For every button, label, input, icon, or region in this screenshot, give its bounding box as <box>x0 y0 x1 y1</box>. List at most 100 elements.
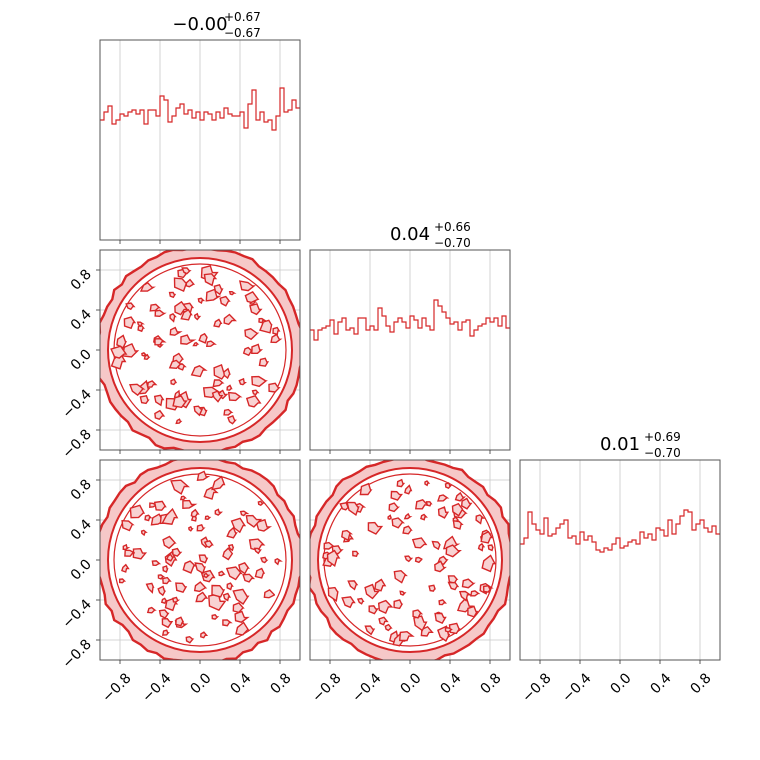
title-plus: +0.67 <box>224 10 261 24</box>
contour-blob <box>203 273 218 287</box>
contour-blob <box>445 544 462 558</box>
contour-blob <box>477 542 486 552</box>
contour-blob <box>116 334 127 349</box>
contour-blob <box>412 609 424 619</box>
contour-blob <box>352 550 360 557</box>
contour-blob <box>214 508 224 516</box>
contour-blob <box>190 515 197 522</box>
contour-blob <box>378 616 389 626</box>
contour-blob <box>173 277 188 293</box>
contour-blob <box>226 582 234 591</box>
histogram-line <box>520 509 720 553</box>
contour-blob <box>437 506 450 519</box>
contour-blob <box>434 612 447 624</box>
contour-blob <box>203 572 211 579</box>
contour-blob <box>168 359 183 370</box>
contour-blob <box>205 340 217 348</box>
contour-blob <box>169 313 177 323</box>
contour-blob <box>487 544 494 552</box>
contour-blob <box>137 324 145 333</box>
contour-blob <box>218 570 226 577</box>
x-tick-label: −0.8 <box>519 670 554 705</box>
contour-blob <box>367 521 384 535</box>
contour-blob <box>188 525 194 532</box>
contour-blob <box>154 337 167 346</box>
contour-blob <box>374 578 387 592</box>
title-value: 0.04 <box>390 224 430 245</box>
contour-blob <box>162 535 177 550</box>
contour-blob <box>384 623 393 632</box>
contour-blob <box>242 346 253 357</box>
contour-blob <box>200 631 209 639</box>
contour-blob <box>198 332 208 344</box>
contour-blob <box>153 500 167 511</box>
contour-blob <box>193 581 208 593</box>
x-tick-label: 0.4 <box>648 670 675 697</box>
contour-blob <box>258 317 268 324</box>
contour-blob <box>482 585 492 593</box>
contour-blob <box>238 562 250 575</box>
y-tick-label: 0.4 <box>68 306 95 333</box>
contour-blob <box>251 343 264 354</box>
contour-blob <box>121 519 135 532</box>
title-plus: +0.69 <box>644 430 681 444</box>
contour-blob <box>444 482 453 490</box>
contour-blob <box>470 590 481 597</box>
y-tick-label: 0.4 <box>68 516 95 543</box>
contour-blob <box>169 326 183 336</box>
histogram-line <box>100 87 300 131</box>
contour-blob <box>151 560 162 567</box>
contour-blob <box>228 291 237 296</box>
contour-blob <box>404 555 414 563</box>
title-value: 0.01 <box>600 434 640 455</box>
x-tick-label: −0.8 <box>99 670 134 705</box>
contour-blob <box>327 586 339 603</box>
contour-blob <box>390 490 404 501</box>
contour-blob <box>396 478 406 488</box>
contour-blob <box>377 599 394 615</box>
contour-blob <box>162 565 169 573</box>
contour-blob <box>447 581 460 591</box>
y-tick-label: −0.4 <box>59 596 94 631</box>
contour-blob <box>245 394 262 408</box>
contour-blob <box>323 541 336 550</box>
contour-blob <box>162 576 172 585</box>
contour-blob <box>193 312 202 321</box>
contour-blob <box>182 560 197 574</box>
contour-blob <box>263 589 276 599</box>
contour-blob <box>204 515 212 521</box>
x-tick-label: −0.4 <box>139 670 174 705</box>
contour-blob <box>238 280 257 292</box>
contour-blob <box>139 395 150 405</box>
contour-blob <box>139 281 156 292</box>
contour-blob <box>326 549 341 567</box>
contour-blob <box>172 596 181 603</box>
x-tick-label: 0.8 <box>688 670 715 697</box>
contour-blob <box>239 510 250 517</box>
contour-blob <box>190 365 208 378</box>
contour-blob <box>451 502 464 517</box>
contour-blob <box>356 597 365 605</box>
contour-blob <box>227 543 235 552</box>
x-tick-label: −0.8 <box>309 670 344 705</box>
contour-blob <box>223 313 237 326</box>
contour-panel-2-0: −0.8−0.40.00.40.8−0.8 −0.4 0.0 0.4 0.8 <box>59 459 301 706</box>
contour-blob <box>223 367 231 380</box>
contour-blob <box>227 414 237 425</box>
contour-blob <box>181 267 192 275</box>
title-minus: −0.70 <box>434 236 471 250</box>
x-tick-label: 0.8 <box>478 670 505 697</box>
contour-blob <box>393 569 408 584</box>
contour-blob <box>193 405 204 417</box>
histogram-panel-0: −0.00+0.67 −0.67 <box>99 10 301 244</box>
contour-blob <box>157 574 166 580</box>
contour-blob <box>129 383 146 397</box>
contour-blob <box>124 549 135 557</box>
contour-blob <box>428 584 436 592</box>
contour-blob <box>132 547 148 560</box>
contour-blob <box>238 377 247 386</box>
contour-blob <box>158 609 170 619</box>
contour-blob <box>414 498 429 510</box>
contour-blob <box>404 484 413 495</box>
contour-blob <box>364 625 376 636</box>
